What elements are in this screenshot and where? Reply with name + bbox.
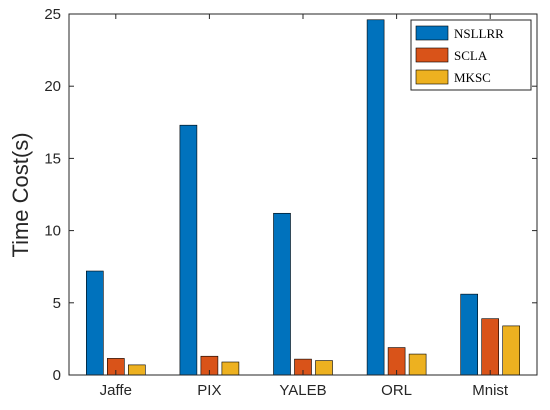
y-tick-label: 20 bbox=[44, 78, 61, 95]
legend: NSLLRR SCLA MKSC bbox=[410, 19, 532, 91]
legend-swatch-mksc bbox=[415, 69, 449, 85]
x-tick-label: ORL bbox=[381, 382, 412, 399]
bar-mksc-mnist bbox=[502, 325, 521, 376]
bar-mksc-orl bbox=[408, 353, 427, 376]
axes-box bbox=[68, 13, 538, 376]
bar-mksc-yaleb bbox=[315, 360, 333, 376]
legend-label-scla: SCLA bbox=[454, 48, 488, 63]
y-tick-label: 5 bbox=[53, 295, 61, 312]
y-tick-label: 25 bbox=[44, 6, 61, 23]
bars-group bbox=[86, 19, 521, 376]
legend-label-nsllrr: NSLLRR bbox=[454, 26, 504, 41]
legend-swatch-scla bbox=[415, 47, 449, 63]
y-tick-label: 0 bbox=[53, 367, 61, 384]
legend-label-mksc: MKSC bbox=[454, 70, 491, 85]
axes-group: Jaffe PIX YALEB ORL Mnist 0 5 10 15 20 25 bbox=[44, 6, 538, 399]
x-tick-label: YALEB bbox=[279, 382, 326, 399]
y-tick-label: 15 bbox=[44, 150, 61, 167]
y-axis-label: Time Cost(s) bbox=[8, 132, 33, 257]
x-tick-label: Jaffe bbox=[100, 382, 132, 399]
bar-nsllrr-yaleb bbox=[273, 212, 291, 376]
bar-nsllrr-mnist bbox=[460, 293, 479, 376]
bar-nsllrr-pix bbox=[179, 124, 198, 376]
bar-nsllrr-orl bbox=[366, 19, 385, 376]
bar-mksc-pix bbox=[221, 361, 240, 376]
bar-nsllrr-jaffe bbox=[86, 270, 104, 376]
bar-mksc-jaffe bbox=[128, 364, 146, 376]
x-tick-label: Mnist bbox=[472, 382, 509, 399]
y-tick-label: 10 bbox=[44, 223, 61, 240]
x-tick-label: PIX bbox=[197, 382, 221, 399]
legend-swatch-nsllrr bbox=[415, 25, 449, 41]
bar-scla-mnist bbox=[481, 318, 500, 376]
